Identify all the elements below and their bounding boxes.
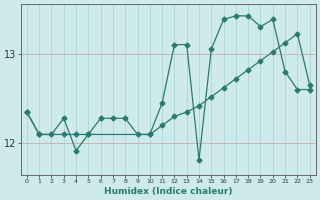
- X-axis label: Humidex (Indice chaleur): Humidex (Indice chaleur): [104, 187, 233, 196]
